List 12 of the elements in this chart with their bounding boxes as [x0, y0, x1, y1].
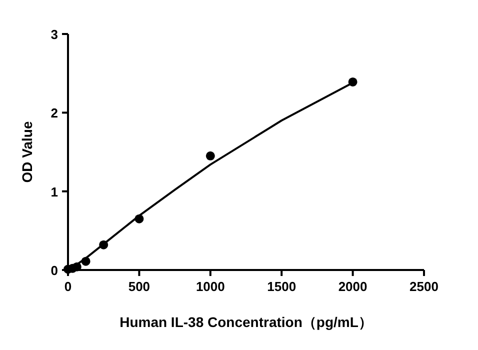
x-tick-label: 0 — [64, 279, 72, 294]
y-axis-title: OD Value — [19, 121, 35, 183]
x-tick-label: 1500 — [267, 279, 296, 294]
y-tick-label: 0 — [50, 263, 58, 278]
x-axis-title: Human IL-38 Concentration（pg/mL） — [120, 314, 372, 330]
x-tick-label: 2500 — [410, 279, 438, 294]
x-tick-label: 500 — [128, 279, 150, 294]
y-tick-label: 3 — [50, 27, 58, 42]
y-tick-label: 1 — [50, 184, 58, 200]
y-tick-label: 2 — [50, 106, 58, 121]
x-tick-label: 2000 — [338, 279, 368, 294]
x-tick-label: 1000 — [196, 279, 225, 294]
